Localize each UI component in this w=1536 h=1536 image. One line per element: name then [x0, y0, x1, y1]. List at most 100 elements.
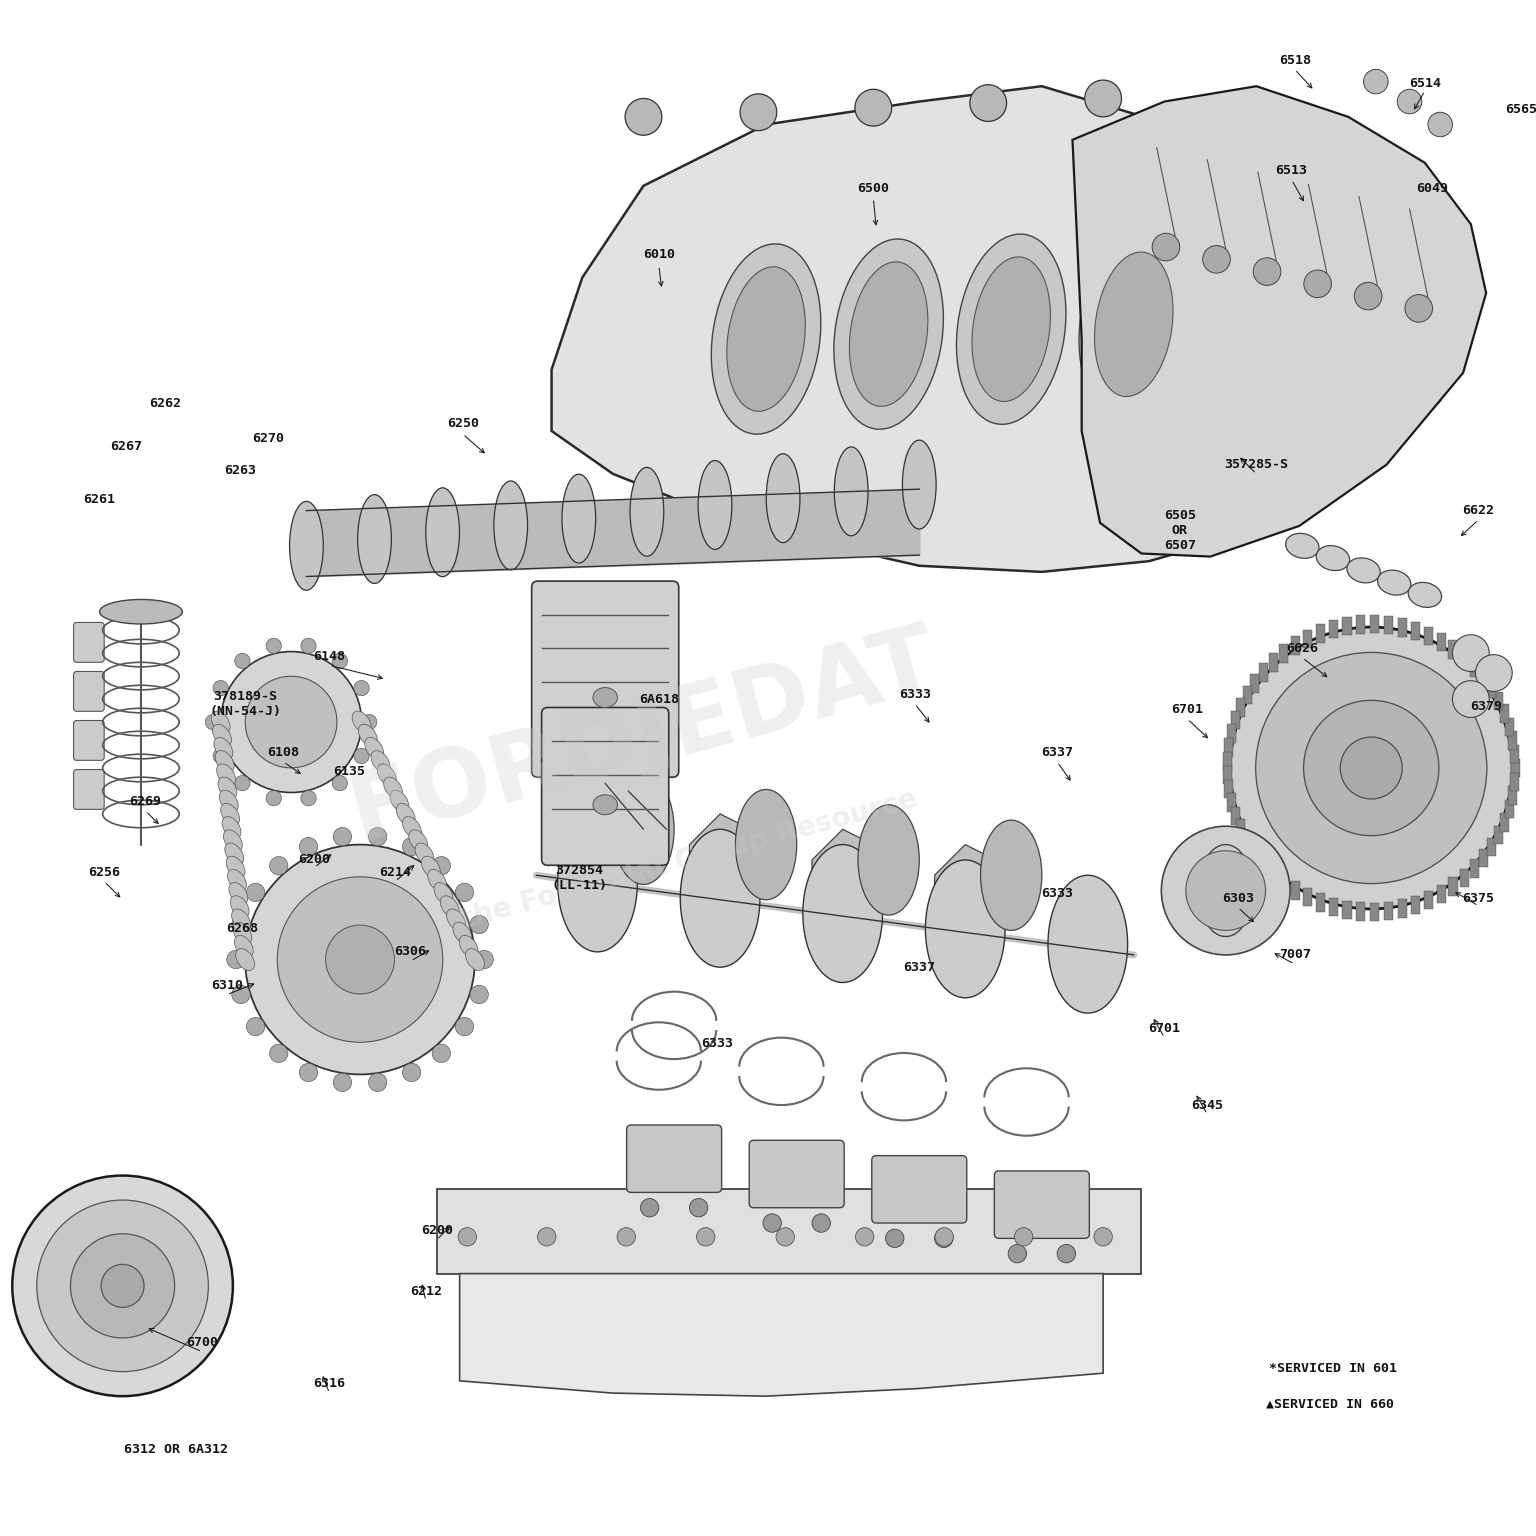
Bar [1260, 854, 1269, 872]
FancyBboxPatch shape [74, 622, 104, 662]
FancyBboxPatch shape [750, 1140, 845, 1207]
Circle shape [332, 653, 347, 668]
Polygon shape [1072, 86, 1487, 556]
Ellipse shape [1286, 533, 1319, 558]
Bar [1501, 705, 1510, 723]
Bar [1303, 888, 1312, 906]
Bar [1224, 737, 1233, 756]
Text: 6518: 6518 [1278, 54, 1310, 66]
Circle shape [402, 1063, 421, 1081]
Circle shape [696, 1227, 714, 1246]
Ellipse shape [1378, 570, 1412, 594]
Text: 6135: 6135 [333, 765, 366, 777]
Circle shape [369, 1074, 387, 1092]
Circle shape [458, 1227, 476, 1246]
Text: 6306: 6306 [395, 945, 427, 958]
Ellipse shape [613, 774, 674, 885]
Ellipse shape [100, 599, 183, 624]
Circle shape [369, 828, 387, 846]
Text: 6303: 6303 [1223, 892, 1253, 905]
Text: 6270: 6270 [252, 432, 284, 445]
Bar [1243, 833, 1252, 851]
Ellipse shape [1078, 229, 1189, 419]
Ellipse shape [435, 883, 453, 905]
Circle shape [1476, 654, 1513, 691]
Circle shape [232, 985, 250, 1003]
Ellipse shape [212, 725, 232, 746]
Ellipse shape [217, 763, 235, 786]
Circle shape [1186, 851, 1266, 931]
Circle shape [1057, 1244, 1075, 1263]
Bar [1223, 766, 1232, 785]
Circle shape [246, 845, 475, 1074]
Circle shape [934, 1229, 952, 1247]
Bar [1495, 826, 1504, 845]
Circle shape [361, 714, 376, 730]
Text: 6333: 6333 [899, 688, 931, 700]
Text: 6200: 6200 [421, 1224, 453, 1236]
Circle shape [1304, 700, 1439, 836]
Bar [1269, 653, 1278, 671]
Circle shape [740, 94, 777, 131]
Polygon shape [813, 829, 874, 937]
Text: 6256: 6256 [88, 866, 120, 879]
Text: FORDJEDAT: FORDJEDAT [339, 614, 948, 860]
Bar [1459, 648, 1468, 667]
Text: 357285-S: 357285-S [1224, 458, 1289, 472]
Circle shape [625, 98, 662, 135]
FancyBboxPatch shape [872, 1155, 966, 1223]
Ellipse shape [384, 777, 402, 799]
Ellipse shape [421, 856, 441, 879]
Bar [1370, 903, 1379, 922]
Circle shape [246, 676, 336, 768]
Ellipse shape [218, 777, 237, 799]
Bar [1511, 759, 1519, 777]
Text: 6312 OR 6A312: 6312 OR 6A312 [124, 1444, 229, 1456]
Ellipse shape [711, 244, 820, 435]
Circle shape [432, 1044, 450, 1063]
Circle shape [641, 1198, 659, 1217]
Bar [1508, 786, 1518, 805]
Text: 6250: 6250 [447, 416, 479, 430]
Circle shape [1203, 246, 1230, 273]
Bar [1448, 641, 1458, 659]
Bar [1384, 902, 1393, 920]
Text: 6379: 6379 [1470, 700, 1502, 713]
Bar [1487, 680, 1496, 699]
Bar [1470, 860, 1479, 877]
Circle shape [235, 653, 250, 668]
Bar [1487, 837, 1496, 856]
Ellipse shape [849, 261, 928, 407]
Circle shape [886, 1229, 905, 1247]
Text: 6049: 6049 [1416, 183, 1448, 195]
Ellipse shape [352, 711, 372, 733]
Polygon shape [459, 1273, 1103, 1396]
Ellipse shape [226, 856, 246, 879]
Circle shape [246, 883, 264, 902]
Ellipse shape [409, 829, 427, 852]
Text: 6701: 6701 [1149, 1021, 1180, 1035]
Circle shape [332, 776, 347, 791]
Text: 6108: 6108 [267, 746, 300, 759]
Text: 6333: 6333 [1041, 888, 1074, 900]
Bar [436, 1189, 1141, 1273]
Ellipse shape [495, 481, 527, 570]
Ellipse shape [1095, 252, 1174, 396]
Circle shape [301, 791, 316, 806]
FancyBboxPatch shape [74, 720, 104, 760]
Bar [1227, 793, 1236, 811]
Text: 6263: 6263 [224, 464, 257, 478]
Circle shape [470, 915, 488, 934]
Circle shape [101, 1264, 144, 1307]
Text: the Fordjedat Group Resource: the Fordjedat Group Resource [458, 785, 922, 934]
Circle shape [856, 89, 892, 126]
Ellipse shape [980, 820, 1041, 931]
Circle shape [246, 1017, 264, 1035]
Bar [1424, 627, 1433, 645]
Bar [1250, 674, 1260, 693]
Bar [1479, 849, 1488, 868]
Circle shape [214, 680, 229, 696]
Text: 6148: 6148 [313, 650, 346, 662]
Text: 6269: 6269 [129, 796, 161, 808]
Text: 6310: 6310 [210, 978, 243, 992]
